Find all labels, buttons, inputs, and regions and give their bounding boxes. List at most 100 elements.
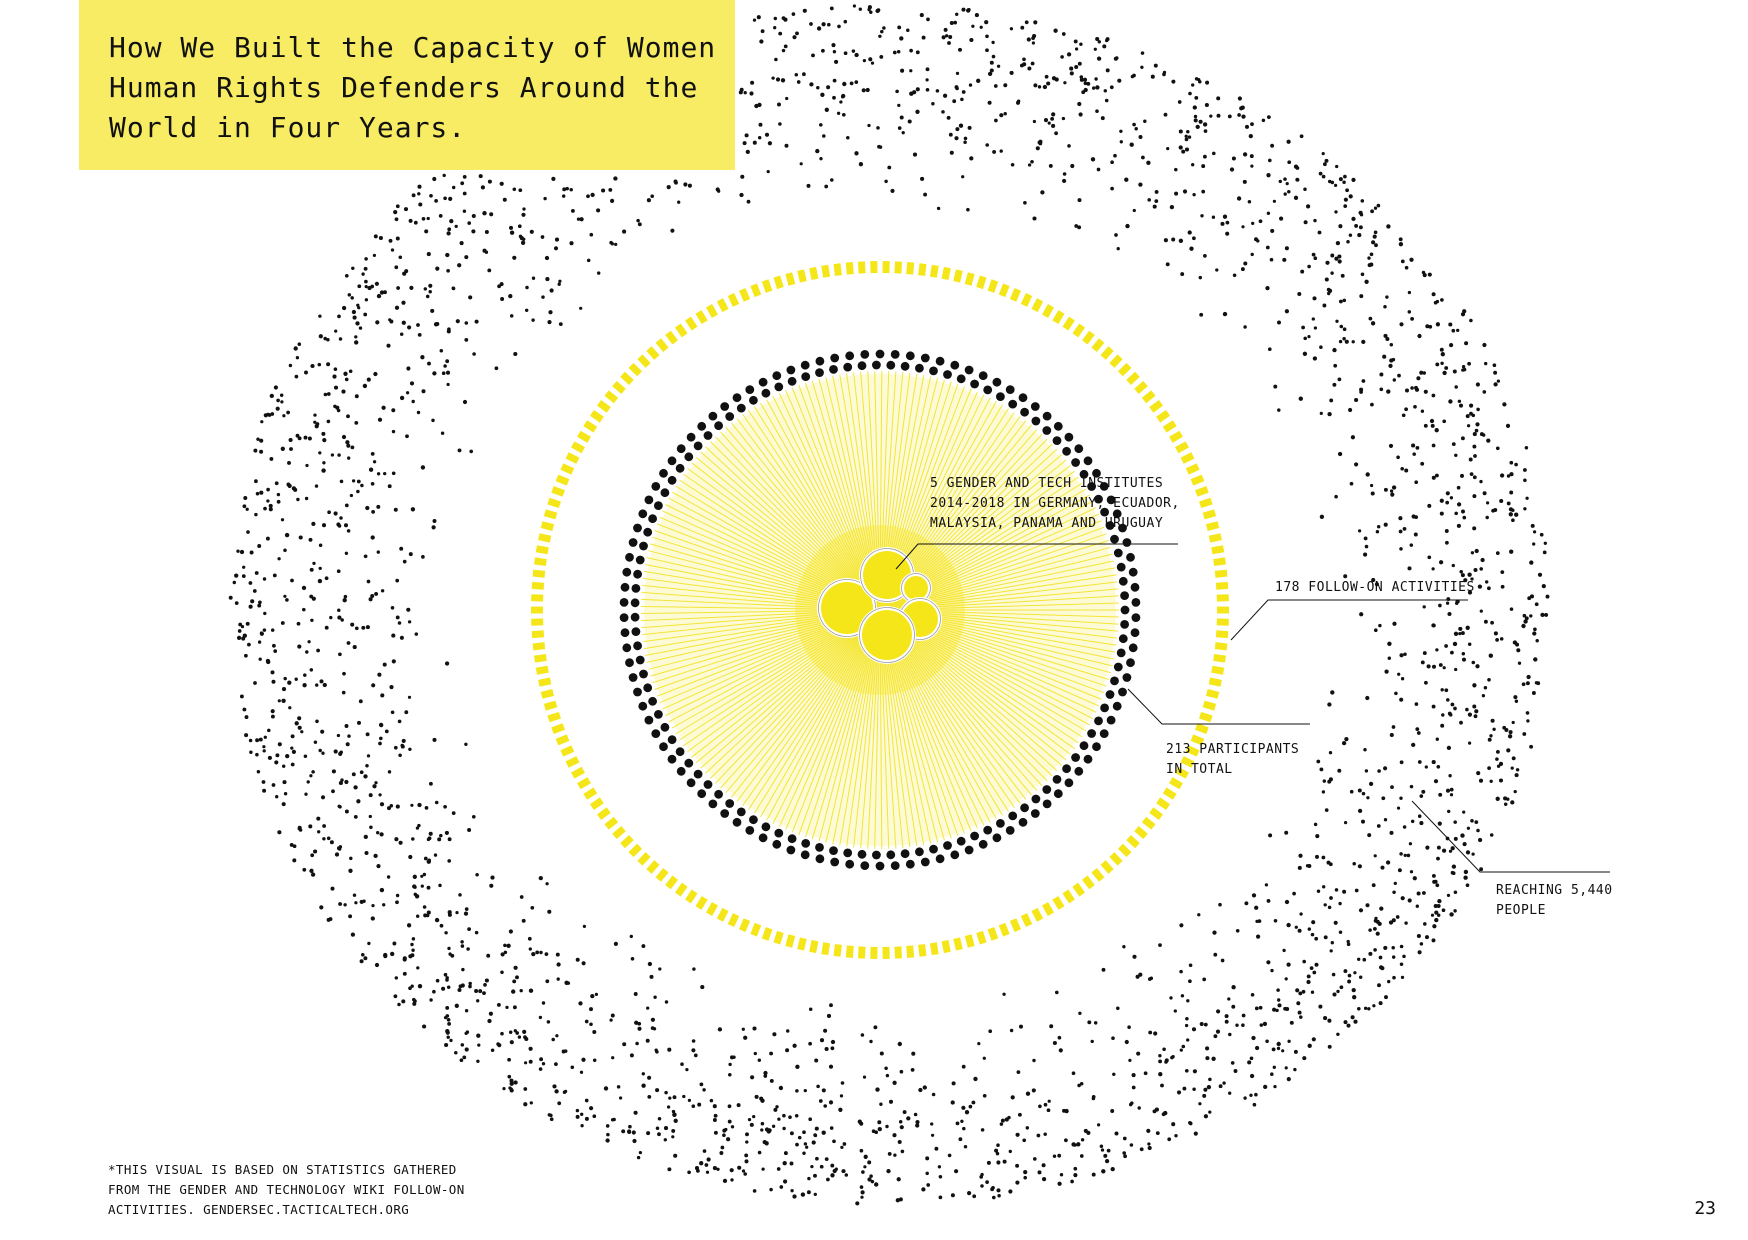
person-dot [776, 1167, 781, 1171]
person-dot [344, 377, 349, 382]
person-dot [351, 266, 355, 271]
person-dot [549, 1117, 554, 1122]
person-dot [454, 1003, 459, 1008]
person-dot [954, 1169, 959, 1174]
person-dot [1445, 491, 1450, 496]
person-dot [253, 681, 257, 685]
person-dot [403, 207, 409, 212]
person-dot [543, 196, 547, 201]
person-dot [364, 284, 368, 289]
person-dot [898, 1120, 903, 1124]
person-dot [1031, 36, 1035, 40]
person-dot [517, 224, 522, 229]
person-dot [761, 1167, 765, 1171]
person-dot [275, 406, 280, 411]
person-dot [963, 140, 967, 145]
person-dot [505, 1005, 509, 1010]
person-dot [1319, 514, 1325, 519]
person-dot [958, 123, 964, 128]
person-dot [1509, 490, 1514, 495]
person-dot [395, 900, 399, 905]
person-dot [1192, 105, 1197, 110]
person-dot [508, 1030, 513, 1034]
person-dot [1073, 1166, 1078, 1171]
person-dot [356, 303, 360, 307]
participant-dot [648, 514, 657, 524]
person-dot [629, 934, 633, 939]
person-dot [1416, 731, 1421, 735]
person-dot [1191, 1027, 1197, 1032]
person-dot [1535, 639, 1539, 643]
person-dot [378, 235, 383, 241]
person-dot [670, 228, 675, 233]
person-dot [322, 682, 327, 688]
person-dot [789, 1131, 794, 1136]
person-dot [1447, 611, 1452, 617]
person-dot [556, 962, 561, 967]
person-dot [338, 805, 342, 809]
person-dot [554, 1062, 558, 1066]
person-dot [398, 255, 403, 260]
person-dot [296, 497, 300, 502]
person-dot [1332, 347, 1337, 353]
person-dot [984, 20, 989, 25]
person-dot [811, 53, 815, 58]
follow-on-activity-mark [1169, 430, 1183, 443]
person-dot [416, 914, 420, 918]
person-dot [1423, 423, 1428, 428]
participant-dot [920, 857, 930, 867]
person-dot [377, 672, 382, 677]
person-dot [445, 252, 450, 258]
person-dot [302, 607, 306, 612]
person-dot [1450, 702, 1455, 707]
person-dot [338, 780, 343, 786]
person-dot [444, 931, 448, 935]
participant-dot [1130, 582, 1140, 592]
person-dot [1442, 419, 1447, 424]
person-dot [874, 1182, 879, 1187]
person-dot [1179, 969, 1183, 974]
person-dot [462, 191, 467, 196]
person-dot [1529, 594, 1535, 599]
person-dot [364, 279, 368, 284]
person-dot [404, 710, 409, 715]
person-dot [528, 947, 532, 951]
person-dot [1315, 854, 1319, 859]
person-dot [610, 198, 615, 203]
person-dot [547, 909, 552, 914]
person-dot [1287, 1039, 1291, 1043]
person-dot [1531, 691, 1536, 695]
follow-on-activity-mark [906, 945, 915, 958]
follow-on-activity-mark [685, 316, 698, 331]
person-dot [1416, 891, 1421, 896]
person-dot [1438, 603, 1442, 608]
person-dot [1240, 105, 1245, 110]
person-dot [370, 916, 375, 921]
person-dot [373, 853, 378, 859]
person-dot [1402, 954, 1406, 959]
person-dot [1205, 1056, 1210, 1061]
person-dot [477, 1043, 481, 1047]
person-dot [428, 283, 433, 288]
person-dot [754, 103, 759, 109]
person-dot [521, 212, 526, 217]
person-dot [509, 1081, 514, 1086]
person-dot [942, 93, 948, 98]
person-dot [1416, 376, 1421, 381]
participant-dot [1083, 754, 1093, 764]
person-dot [1083, 1128, 1088, 1133]
person-dot [243, 496, 248, 500]
follow-on-activity-mark [761, 927, 773, 941]
person-dot [1492, 363, 1497, 368]
person-dot [900, 1149, 905, 1154]
person-dot [1478, 778, 1484, 783]
person-dot [1397, 373, 1401, 378]
person-dot [1407, 566, 1412, 571]
person-dot [1228, 1091, 1232, 1095]
follow-on-activity-mark [551, 486, 565, 497]
person-dot [1313, 822, 1318, 827]
person-dot [1322, 885, 1326, 889]
person-dot [1250, 993, 1255, 997]
follow-on-activity-mark [620, 371, 634, 386]
person-dot [1477, 837, 1483, 843]
